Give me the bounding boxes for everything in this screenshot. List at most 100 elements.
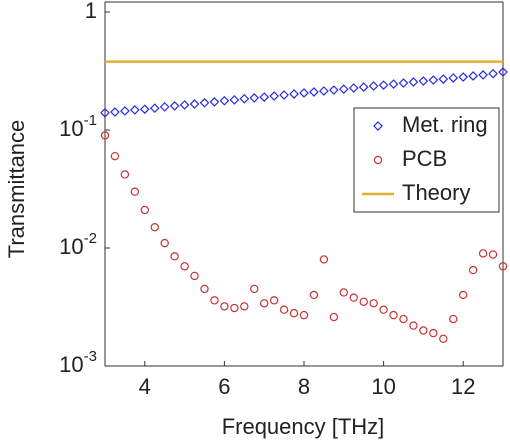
data-point <box>239 93 250 104</box>
data-point <box>260 299 269 308</box>
data-point <box>250 284 259 294</box>
data-point <box>458 72 469 82</box>
data-point <box>140 205 149 215</box>
data-point <box>498 262 508 271</box>
data-point <box>269 91 279 101</box>
y-tick-label: 10-3 <box>59 348 97 377</box>
data-point <box>379 305 388 314</box>
data-point <box>388 79 399 89</box>
data-point <box>418 76 429 86</box>
data-point <box>279 90 289 100</box>
data-point <box>229 95 240 105</box>
data-point <box>100 107 110 118</box>
legend-swatch <box>373 155 383 165</box>
data-point <box>498 67 508 77</box>
legend-label: PCB <box>402 146 447 171</box>
data-point <box>389 310 398 320</box>
data-point <box>139 104 150 115</box>
data-point <box>448 73 459 83</box>
data-point <box>289 89 299 99</box>
data-point <box>189 99 200 109</box>
data-point <box>200 284 209 294</box>
data-point <box>359 297 368 306</box>
data-point <box>210 296 219 305</box>
data-point <box>269 296 279 305</box>
data-point <box>299 88 309 98</box>
data-point <box>398 78 409 88</box>
data-point <box>110 107 120 117</box>
data-point <box>408 77 419 87</box>
y-tick-label: 1 <box>85 0 97 23</box>
y-axis-label: Transmittance <box>4 120 29 259</box>
x-tick-label: 6 <box>218 374 230 399</box>
data-point <box>219 95 230 106</box>
data-point <box>299 310 309 320</box>
data-point <box>249 93 260 103</box>
legend-label: Theory <box>402 180 470 205</box>
data-point <box>319 86 329 96</box>
data-point <box>169 101 180 111</box>
data-point <box>279 305 289 314</box>
legend-swatch <box>373 121 383 131</box>
data-point <box>409 321 418 330</box>
y-tick-base: 10 <box>59 116 83 141</box>
x-axis-label: Frequency [THz] <box>222 414 385 439</box>
y-tick-base: 10 <box>59 234 83 259</box>
data-point <box>468 71 478 81</box>
data-point <box>319 255 329 264</box>
x-tick-label: 4 <box>139 374 151 399</box>
data-point <box>358 82 369 92</box>
x-tick-label: 12 <box>451 374 475 399</box>
data-point <box>348 83 359 93</box>
data-point <box>199 97 210 108</box>
y-tick-label: 10-1 <box>59 112 97 141</box>
y-tick-exponent: -3 <box>84 348 97 365</box>
data-point <box>190 271 199 281</box>
data-point <box>150 223 159 232</box>
data-point <box>369 299 378 308</box>
data-point <box>478 70 488 80</box>
data-point <box>100 131 110 140</box>
data-point <box>488 250 498 259</box>
data-point <box>240 302 249 311</box>
data-point <box>159 102 170 112</box>
data-point <box>120 106 130 116</box>
data-point <box>220 302 229 311</box>
data-point <box>399 314 408 324</box>
data-point <box>419 326 428 335</box>
data-point <box>429 328 438 338</box>
data-point <box>230 303 239 313</box>
data-point <box>179 100 190 110</box>
data-point <box>120 170 130 179</box>
data-point <box>368 81 379 91</box>
data-point <box>338 84 349 94</box>
data-point <box>428 75 439 85</box>
data-point <box>478 249 488 258</box>
data-point <box>349 293 358 302</box>
data-point <box>488 68 498 79</box>
x-tick-label: 8 <box>298 374 310 399</box>
data-point <box>468 265 478 275</box>
data-point <box>149 103 160 114</box>
data-point <box>309 87 319 97</box>
data-point <box>339 288 348 297</box>
legend-label: Met. ring <box>402 112 488 137</box>
data-point <box>130 105 140 115</box>
data-point <box>449 314 458 324</box>
y-tick-exponent: -1 <box>84 112 97 129</box>
data-point <box>378 80 389 90</box>
data-point <box>180 262 189 271</box>
y-tick-base: 10 <box>59 352 83 377</box>
data-point <box>438 74 449 84</box>
data-point <box>209 97 220 107</box>
data-point <box>329 312 339 322</box>
y-tick-exponent: -2 <box>84 230 97 247</box>
data-point <box>289 309 299 318</box>
data-point <box>110 151 120 161</box>
data-point <box>439 334 448 344</box>
y-tick-label: 10-2 <box>59 230 97 259</box>
x-tick-label: 10 <box>371 374 395 399</box>
data-point <box>130 187 140 196</box>
data-point <box>459 290 468 300</box>
